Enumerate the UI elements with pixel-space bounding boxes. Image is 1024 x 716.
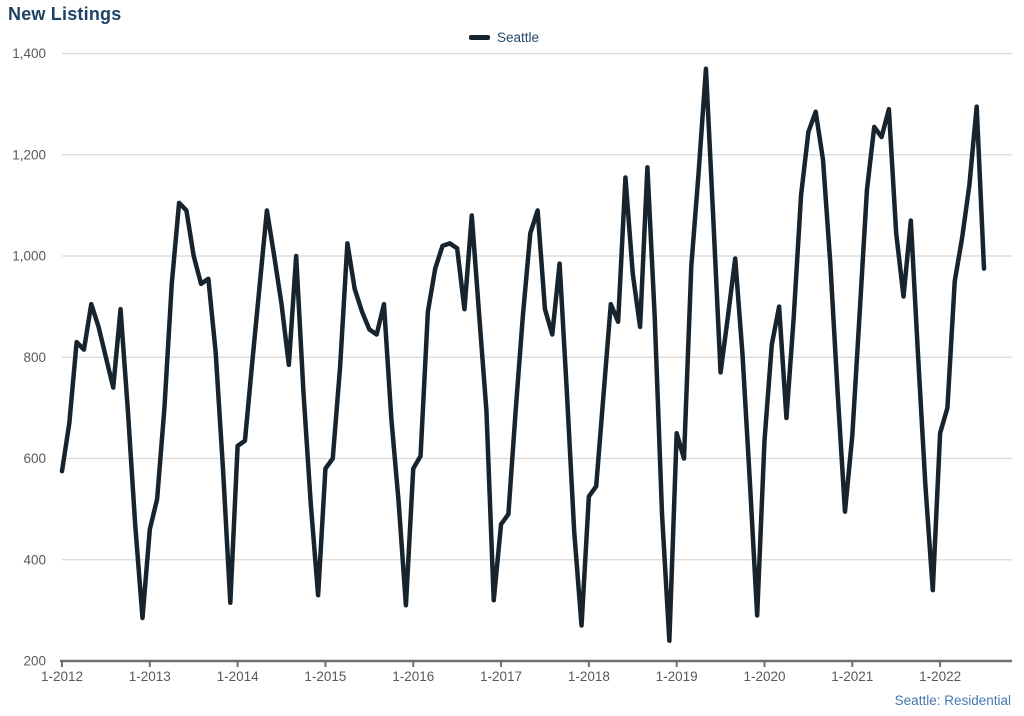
y-axis-tick-label: 1,000 — [12, 249, 46, 264]
y-axis-tick-label: 1,200 — [12, 147, 46, 162]
x-axis-tick-label: 1-2021 — [831, 669, 873, 684]
legend: Seattle — [469, 30, 539, 45]
legend-series-label: Seattle — [497, 30, 540, 45]
x-axis-tick-label: 1-2015 — [304, 669, 346, 684]
y-axis-tick-label: 800 — [23, 350, 46, 365]
x-axis-tick-label: 1-2022 — [919, 669, 961, 684]
page-title: New Listings — [8, 4, 122, 24]
source-caption: Seattle: Residential — [894, 693, 1011, 708]
y-axis-tick-label: 1,400 — [12, 46, 46, 61]
seattle-series-swatch-icon — [469, 35, 490, 40]
x-axis-tick-label: 1-2013 — [129, 669, 171, 684]
y-axis-tick-label: 400 — [23, 552, 46, 567]
x-axis-tick-label: 1-2018 — [568, 669, 610, 684]
x-axis-tick-label: 1-2012 — [41, 669, 83, 684]
x-axis-tick-label: 1-2017 — [480, 669, 522, 684]
x-axis-tick-label: 1-2016 — [392, 669, 434, 684]
x-axis-tick-label: 1-2020 — [743, 669, 785, 684]
x-axis-tick-label: 1-2019 — [656, 669, 698, 684]
seattle-series-line — [59, 66, 987, 643]
y-axis-tick-label: 600 — [23, 451, 46, 466]
y-axis-tick-label: 200 — [23, 654, 46, 669]
x-axis-tick-label: 1-2014 — [217, 669, 260, 684]
